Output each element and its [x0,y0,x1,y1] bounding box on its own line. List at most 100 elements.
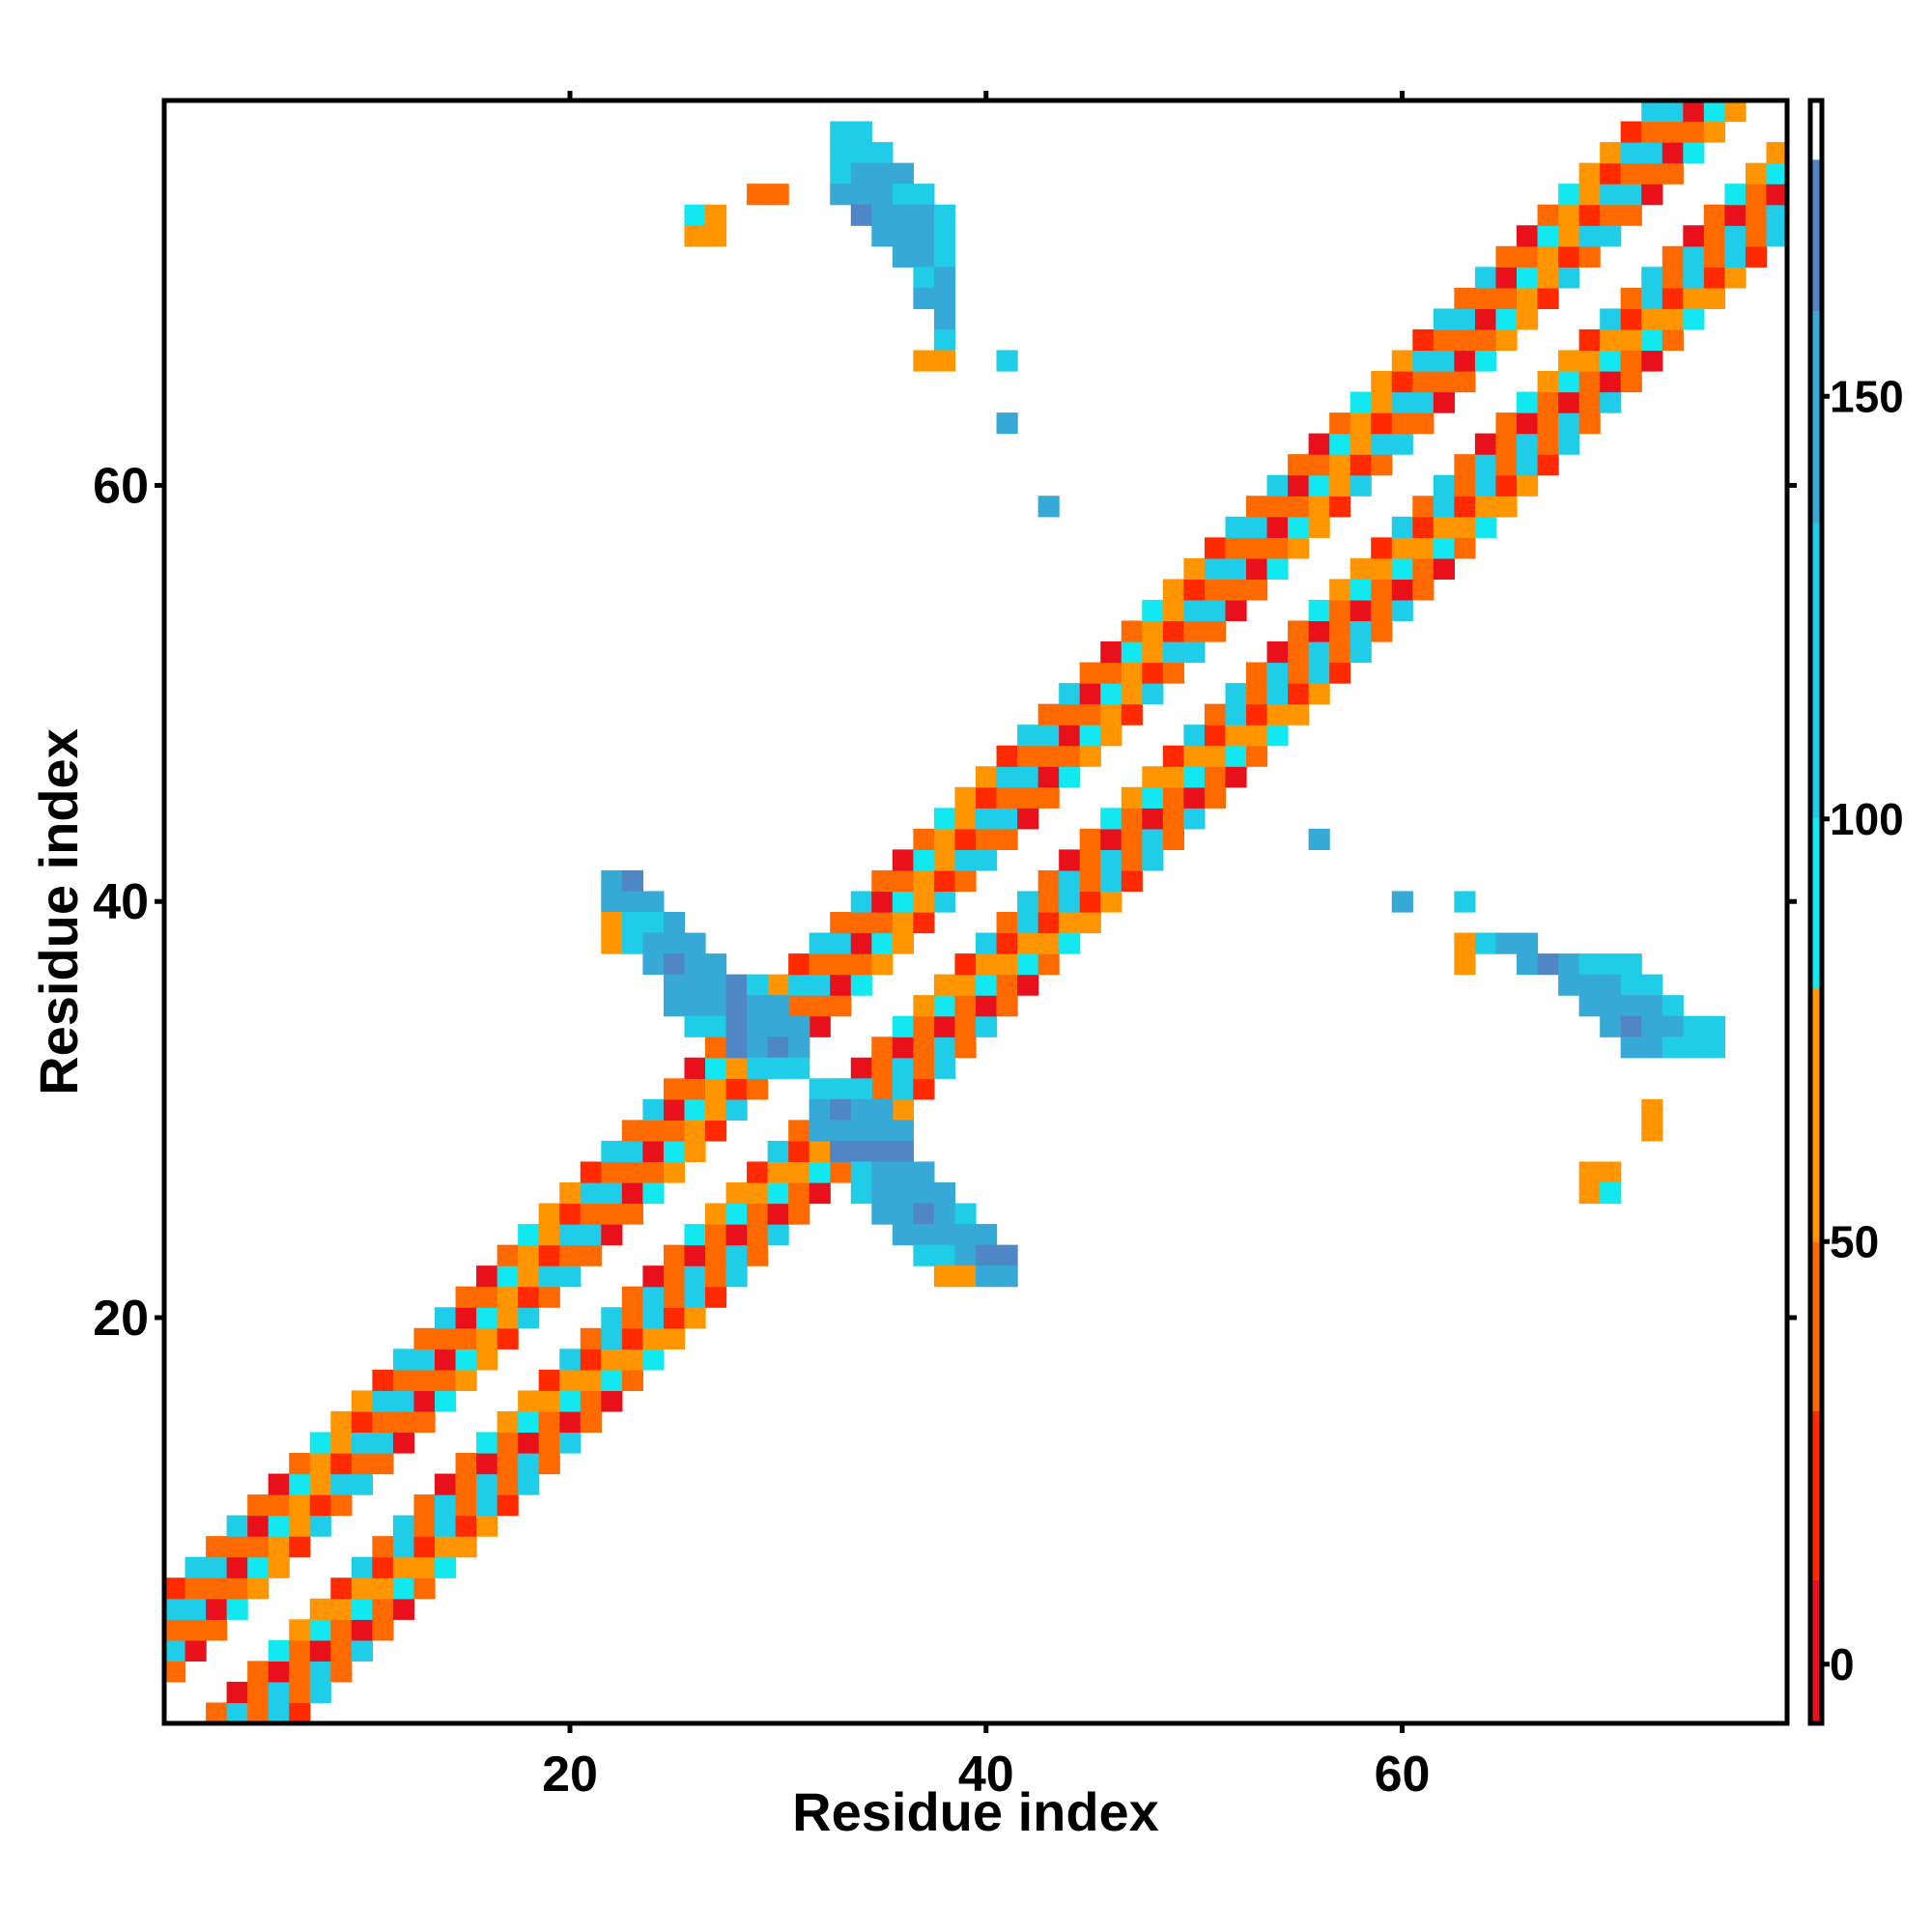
heatmap-cell [1121,828,1143,850]
heatmap-cell [830,1098,852,1121]
heatmap-cell [642,1307,665,1329]
heatmap-cell [1017,808,1039,830]
heatmap-cell [247,1536,270,1558]
heatmap-cell [705,1098,727,1121]
heatmap-cell [1474,308,1497,330]
heatmap-cell [705,1057,727,1079]
heatmap-cell [976,1224,998,1246]
heatmap-cell [289,1639,311,1662]
heatmap-cell [247,1577,270,1600]
heatmap-cell [954,953,977,976]
heatmap-cell [206,1619,228,1641]
heatmap-cell [1391,516,1413,538]
heatmap-cell [1600,391,1622,413]
heatmap-cell [933,308,956,330]
heatmap-cell [1474,516,1497,538]
heatmap-cell [1641,1098,1663,1121]
heatmap-cell [850,932,872,954]
heatmap-cell [1225,745,1247,767]
heatmap-cell [1059,891,1081,913]
heatmap-cell [351,1390,373,1412]
heatmap-cell [1537,245,1559,268]
heatmap-cell [1600,204,1622,226]
heatmap-cell [1266,703,1289,725]
heatmap-cell [933,328,956,352]
heatmap-cell [1474,267,1497,289]
heatmap-cell [1454,287,1476,309]
heatmap-cell [705,953,727,976]
heatmap-cell [372,1453,394,1475]
heatmap-cell [1350,474,1372,497]
heatmap-cell [1578,1161,1601,1183]
heatmap-cell [1724,225,1747,247]
heatmap-cell [601,1307,623,1329]
heatmap-cell [1204,557,1227,580]
heatmap-cell [455,1453,477,1475]
heatmap-cell [1183,620,1206,642]
heatmap-cell [435,1307,457,1329]
heatmap-cell [1641,287,1663,309]
heatmap-cell [1766,204,1788,226]
heatmap-cell [1641,267,1663,289]
heatmap-cell [1683,1015,1705,1037]
heatmap-cell [1495,433,1518,455]
heatmap-cell [392,1577,415,1600]
heatmap-cell [538,1432,560,1454]
heatmap-cell [933,974,956,996]
heatmap-cell [601,1369,623,1391]
heatmap-cell [1662,287,1684,309]
heatmap-cell [850,121,872,143]
heatmap-cell [933,204,956,226]
heatmap-cell [538,1369,560,1391]
heatmap-cell [497,1286,519,1308]
heatmap-cell [1495,454,1518,476]
heatmap-cell [1558,204,1580,226]
heatmap-cell [1600,328,1622,352]
heatmap-cell [1537,454,1559,476]
heatmap-cell [913,267,935,289]
heatmap-cell [1183,786,1206,809]
heatmap-cell [1059,703,1081,725]
heatmap-cell [1412,516,1435,538]
heatmap-cell [1683,121,1705,143]
heatmap-cell [330,1661,353,1683]
heatmap-cell [850,1120,872,1142]
heatmap-cell [1288,496,1310,518]
heatmap-cell [538,1244,560,1266]
colorbar-ticks: 0 50 100 150 [1822,371,1904,1690]
heatmap-cell [1100,724,1122,747]
heatmap-cell [976,995,998,1017]
heatmap-cell [289,1473,311,1495]
heatmap-cell [892,1015,914,1037]
heatmap-cell [268,1494,290,1517]
heatmap-cell [330,1453,353,1475]
heatmap-cell [1017,932,1039,954]
x-tick-label: 40 [958,1747,1014,1803]
heatmap-cell [996,974,1018,996]
colorbar-band [1810,1579,1822,1723]
heatmap-cell [372,1619,394,1641]
heatmap-cell [1391,433,1413,455]
heatmap-cell [663,974,686,996]
heatmap-cell [226,1598,248,1620]
heatmap-cell [954,974,977,996]
heatmap-cell [309,1494,331,1517]
heatmap-cell [1121,849,1143,871]
heatmap-cell [268,1661,290,1683]
heatmap-cell [1703,1015,1725,1037]
heatmap-cell [996,932,1018,954]
heatmap-cell [206,1702,228,1724]
heatmap-cell [559,1432,582,1454]
heatmap-cell [1100,869,1122,893]
heatmap-cell [1037,766,1060,788]
heatmap-cell [435,1473,457,1495]
heatmap-cell [1620,162,1642,185]
heatmap-cell [1288,662,1310,684]
heatmap-cell [1142,849,1164,871]
heatmap-cell [1620,953,1642,976]
heatmap-cell [621,912,643,934]
heatmap-cell [518,1286,540,1308]
heatmap-cell [372,1432,394,1454]
colorbar-band [1810,987,1822,1242]
heatmap-cell [1079,745,1101,767]
